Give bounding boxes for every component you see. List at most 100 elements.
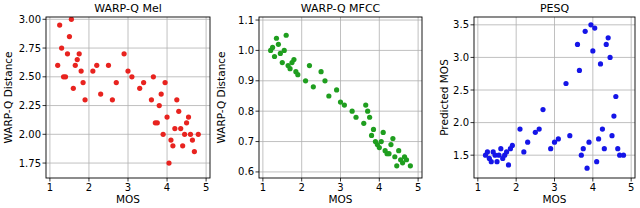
tick <box>256 20 260 21</box>
grid-line <box>206 17 207 178</box>
point <box>581 146 586 151</box>
points <box>268 33 413 169</box>
point <box>611 113 616 118</box>
point <box>575 42 580 47</box>
point <box>141 80 146 85</box>
tick-label: 3 <box>337 182 343 193</box>
point <box>114 80 119 85</box>
point <box>613 94 618 99</box>
point <box>270 45 275 50</box>
tick-label: 2.50 <box>19 71 41 82</box>
point <box>186 114 191 119</box>
tick-label: 4 <box>590 182 596 193</box>
point <box>367 115 372 120</box>
grid-line <box>418 17 419 178</box>
grid-line <box>516 17 517 178</box>
tick-label: 2.0 <box>453 117 469 128</box>
point <box>537 127 542 132</box>
panel: 123450.60.70.80.91.01.1WARP-Q MFCCMOSWAR… <box>215 2 422 205</box>
point <box>180 143 185 148</box>
tick <box>471 155 475 156</box>
frame <box>46 17 210 178</box>
point <box>176 109 181 114</box>
grid-line <box>167 17 168 178</box>
point <box>129 74 134 79</box>
tick <box>554 178 555 182</box>
tick <box>516 178 517 182</box>
tick <box>43 48 47 49</box>
point <box>353 115 358 120</box>
point <box>579 153 584 158</box>
tick-label: 2 <box>513 182 519 193</box>
point <box>584 166 589 171</box>
tick-label: 5 <box>628 182 634 193</box>
point <box>371 127 376 132</box>
tick <box>471 57 475 58</box>
tick-label: 3.0 <box>453 52 469 63</box>
grid-line <box>474 24 635 25</box>
y-label: WARP-Q Distance <box>2 51 14 143</box>
point <box>137 86 142 91</box>
point <box>496 153 501 158</box>
tick <box>256 141 260 142</box>
point <box>82 97 87 102</box>
point <box>408 163 413 168</box>
point <box>94 63 99 68</box>
tick <box>340 178 341 182</box>
point <box>192 149 197 154</box>
point <box>615 146 620 151</box>
grid-line <box>46 76 210 77</box>
point <box>170 143 175 148</box>
point <box>594 159 599 164</box>
title: WARP-Q Mel <box>94 2 162 15</box>
figure: 123451.752.002.252.502.753.00WARP-Q MelM… <box>0 0 640 208</box>
point <box>394 163 399 168</box>
frame <box>259 17 422 178</box>
point <box>517 127 522 132</box>
tick <box>262 178 263 182</box>
tick <box>43 19 47 20</box>
point <box>388 142 393 147</box>
grid-line <box>46 105 210 106</box>
grid-line <box>592 17 593 178</box>
point <box>79 68 84 73</box>
point <box>121 51 126 56</box>
tick <box>256 171 260 172</box>
point <box>289 60 294 65</box>
point <box>322 78 327 83</box>
tick-label: 0.6 <box>238 166 254 177</box>
point <box>69 17 74 22</box>
point <box>381 130 386 135</box>
tick-label: 2.00 <box>19 129 41 140</box>
tick <box>592 178 593 182</box>
point <box>498 146 503 151</box>
point <box>361 121 366 126</box>
point <box>602 146 607 151</box>
point <box>563 81 568 86</box>
tick <box>88 178 89 182</box>
tick <box>167 178 168 182</box>
y-label: Predicted MOS <box>438 59 450 136</box>
point <box>196 132 201 137</box>
point <box>506 162 511 167</box>
tick-label: 4 <box>164 182 170 193</box>
tick <box>471 122 475 123</box>
grid-line <box>46 163 210 164</box>
tick-label: 2 <box>299 182 305 193</box>
point <box>164 114 169 119</box>
tick <box>256 111 260 112</box>
point <box>110 97 115 102</box>
point <box>161 132 166 137</box>
title: WARP-Q MFCC <box>301 2 381 15</box>
point <box>307 63 312 68</box>
point <box>607 55 612 60</box>
point <box>311 84 316 89</box>
point <box>521 149 526 154</box>
tick-label: 1 <box>260 182 266 193</box>
grid-line <box>259 20 422 21</box>
tick-label: 2.25 <box>19 100 41 111</box>
point <box>392 154 397 159</box>
point <box>276 42 281 47</box>
point <box>77 51 82 56</box>
tick <box>301 178 302 182</box>
